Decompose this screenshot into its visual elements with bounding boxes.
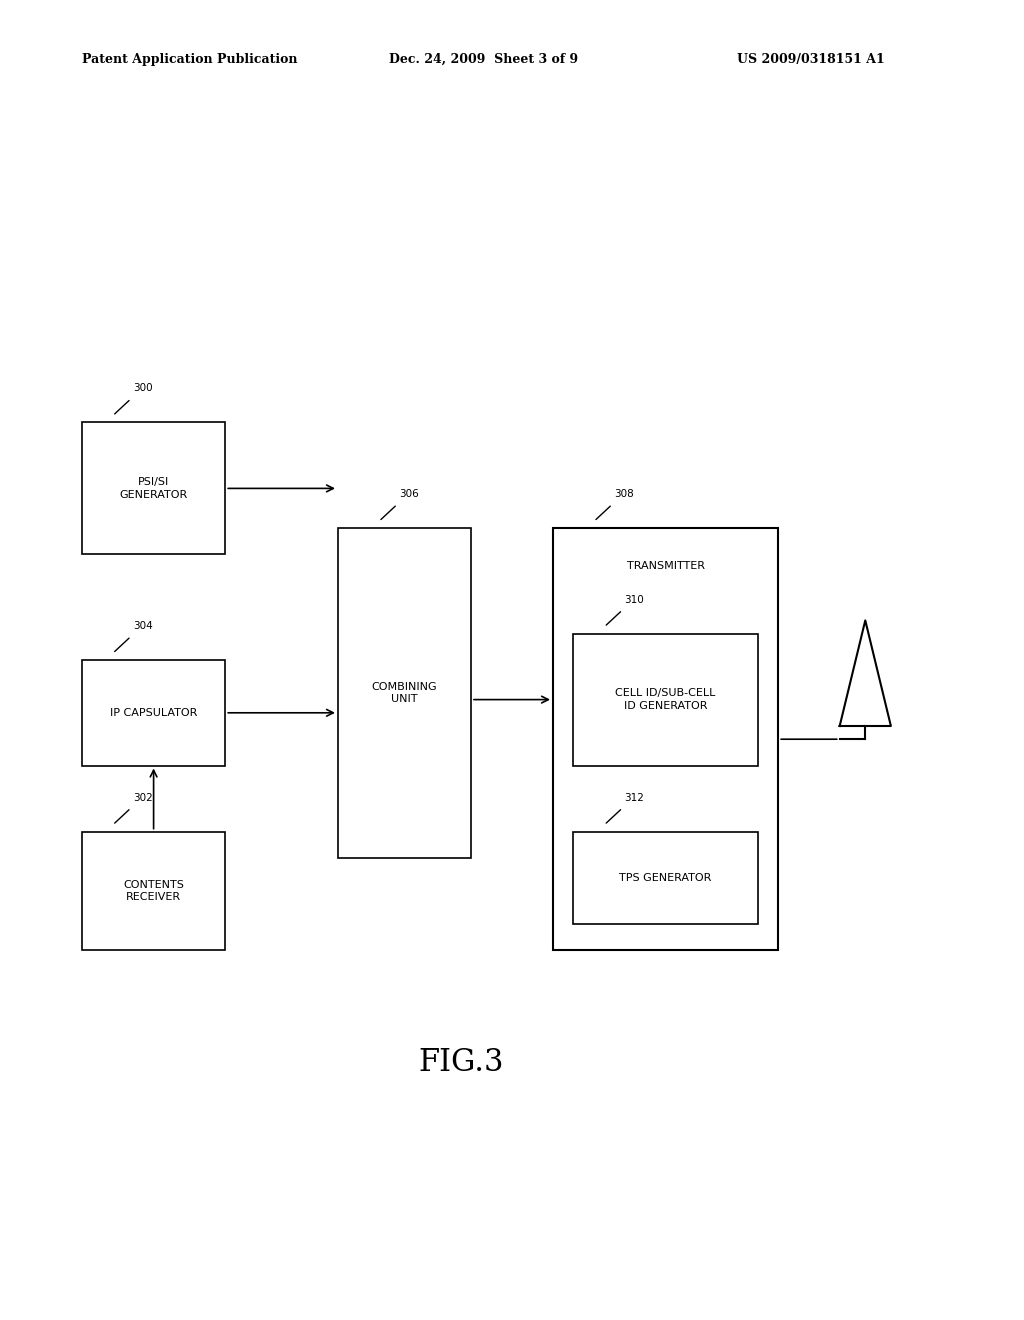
Text: FIG.3: FIG.3 xyxy=(418,1047,504,1078)
Text: 304: 304 xyxy=(133,620,153,631)
FancyBboxPatch shape xyxy=(573,634,758,766)
Text: 306: 306 xyxy=(399,488,419,499)
Text: 310: 310 xyxy=(625,594,644,605)
Text: PSI/SI
GENERATOR: PSI/SI GENERATOR xyxy=(120,478,187,499)
Text: Dec. 24, 2009  Sheet 3 of 9: Dec. 24, 2009 Sheet 3 of 9 xyxy=(389,53,579,66)
Text: Patent Application Publication: Patent Application Publication xyxy=(82,53,297,66)
Text: 300: 300 xyxy=(133,383,153,393)
Text: 308: 308 xyxy=(614,488,634,499)
Text: CELL ID/SUB-CELL
ID GENERATOR: CELL ID/SUB-CELL ID GENERATOR xyxy=(615,689,716,710)
Text: US 2009/0318151 A1: US 2009/0318151 A1 xyxy=(737,53,885,66)
FancyBboxPatch shape xyxy=(82,660,225,766)
Text: COMBINING
UNIT: COMBINING UNIT xyxy=(372,682,437,704)
FancyBboxPatch shape xyxy=(573,832,758,924)
Text: 302: 302 xyxy=(133,792,153,803)
Text: 312: 312 xyxy=(625,792,644,803)
Text: CONTENTS
RECEIVER: CONTENTS RECEIVER xyxy=(123,880,184,902)
Text: TRANSMITTER: TRANSMITTER xyxy=(627,561,705,572)
FancyBboxPatch shape xyxy=(82,832,225,950)
Text: TPS GENERATOR: TPS GENERATOR xyxy=(620,873,712,883)
FancyBboxPatch shape xyxy=(338,528,471,858)
FancyBboxPatch shape xyxy=(82,422,225,554)
FancyBboxPatch shape xyxy=(553,528,778,950)
Text: IP CAPSULATOR: IP CAPSULATOR xyxy=(110,708,198,718)
